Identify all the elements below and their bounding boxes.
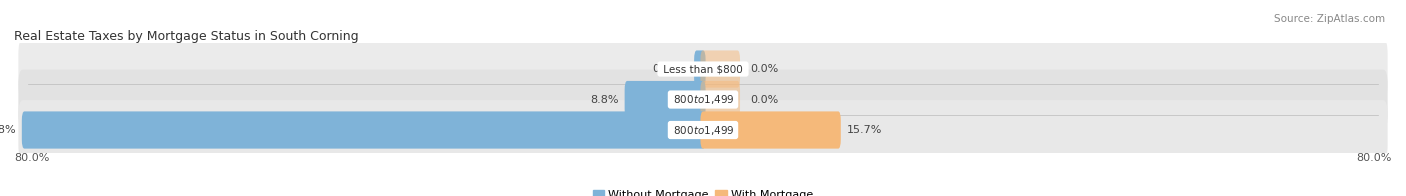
FancyBboxPatch shape [624,81,706,118]
FancyBboxPatch shape [700,81,740,118]
Legend: Without Mortgage, With Mortgage: Without Mortgage, With Mortgage [588,185,818,196]
Text: $800 to $1,499: $800 to $1,499 [671,93,735,106]
Text: Real Estate Taxes by Mortgage Status in South Corning: Real Estate Taxes by Mortgage Status in … [14,30,359,43]
FancyBboxPatch shape [700,50,740,88]
Text: $800 to $1,499: $800 to $1,499 [671,123,735,136]
Text: 0.0%: 0.0% [751,94,779,104]
FancyBboxPatch shape [695,50,706,88]
Text: Source: ZipAtlas.com: Source: ZipAtlas.com [1274,14,1385,24]
FancyBboxPatch shape [18,100,1388,160]
Text: 0.0%: 0.0% [751,64,779,74]
Text: 80.0%: 80.0% [14,153,49,163]
Text: 15.7%: 15.7% [846,125,882,135]
FancyBboxPatch shape [18,70,1388,129]
FancyBboxPatch shape [18,39,1388,99]
Text: 80.0%: 80.0% [1357,153,1392,163]
Text: 8.8%: 8.8% [591,94,619,104]
Text: Less than $800: Less than $800 [659,64,747,74]
Text: 0.73%: 0.73% [652,64,688,74]
Text: 78.8%: 78.8% [0,125,15,135]
FancyBboxPatch shape [22,111,706,149]
FancyBboxPatch shape [700,111,841,149]
